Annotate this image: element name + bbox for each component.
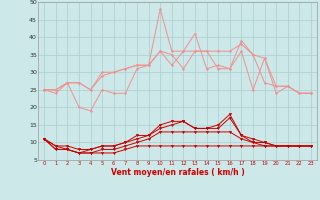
X-axis label: Vent moyen/en rafales ( km/h ): Vent moyen/en rafales ( km/h ) — [111, 168, 244, 177]
